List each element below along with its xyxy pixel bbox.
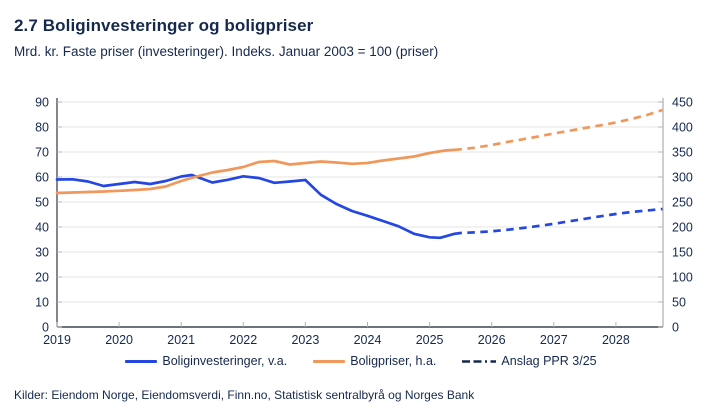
- svg-text:2020: 2020: [105, 333, 133, 347]
- svg-text:2023: 2023: [291, 333, 319, 347]
- svg-text:350: 350: [672, 146, 693, 160]
- svg-text:450: 450: [672, 96, 693, 110]
- svg-text:400: 400: [672, 121, 693, 135]
- svg-text:0: 0: [42, 321, 49, 335]
- legend-item-prices: Boligpriser, h.a.: [313, 354, 436, 368]
- svg-text:40: 40: [35, 221, 49, 235]
- svg-text:0: 0: [672, 321, 679, 335]
- svg-text:200: 200: [672, 221, 693, 235]
- svg-text:90: 90: [35, 96, 49, 110]
- legend-label: Boliginvesteringer, v.a.: [162, 354, 288, 368]
- line-chart: 0 10 20 30 40 50 60 70 80 90 0 50 100 150 200 250 300 350…: [0, 86, 722, 354]
- svg-text:80: 80: [35, 121, 49, 135]
- svg-text:2019: 2019: [43, 333, 71, 347]
- legend-label: Boligpriser, h.a.: [350, 354, 437, 368]
- svg-text:50: 50: [672, 296, 686, 310]
- svg-text:100: 100: [672, 271, 693, 285]
- svg-text:2028: 2028: [602, 333, 630, 347]
- svg-text:30: 30: [35, 246, 49, 260]
- svg-text:300: 300: [672, 171, 693, 185]
- chart-legend: Boliginvesteringer, v.a. Boligpriser, h.…: [0, 354, 722, 368]
- chart-canvas: 0 10 20 30 40 50 60 70 80 90 0 50 100 150 200 250 300 350…: [35, 96, 693, 348]
- svg-text:2022: 2022: [229, 333, 257, 347]
- svg-text:20: 20: [35, 271, 49, 285]
- sources-note: Kilder: Eiendom Norge, Eiendomsverdi, Fi…: [14, 388, 475, 402]
- svg-text:2024: 2024: [354, 333, 382, 347]
- chart-subtitle: Mrd. kr. Faste priser (investeringer). I…: [14, 44, 439, 59]
- svg-text:2026: 2026: [478, 333, 506, 347]
- svg-text:10: 10: [35, 296, 49, 310]
- legend-item-investments: Boliginvesteringer, v.a.: [125, 354, 287, 368]
- svg-text:250: 250: [672, 196, 693, 210]
- svg-text:150: 150: [672, 246, 693, 260]
- legend-label: Anslag PPR 3/25: [501, 354, 597, 368]
- orange-line-swatch-icon: [313, 359, 346, 363]
- svg-text:2027: 2027: [540, 333, 568, 347]
- legend-item-forecast: Anslag PPR 3/25: [462, 354, 597, 368]
- svg-text:50: 50: [35, 196, 49, 210]
- svg-text:2025: 2025: [416, 333, 444, 347]
- page-title: 2.7 Boliginvesteringer og boligpriser: [14, 16, 314, 35]
- dash-dot-line-swatch-icon: [462, 359, 497, 363]
- svg-text:2021: 2021: [167, 333, 195, 347]
- svg-text:60: 60: [35, 171, 49, 185]
- blue-line-swatch-icon: [125, 359, 158, 363]
- svg-text:70: 70: [35, 146, 49, 160]
